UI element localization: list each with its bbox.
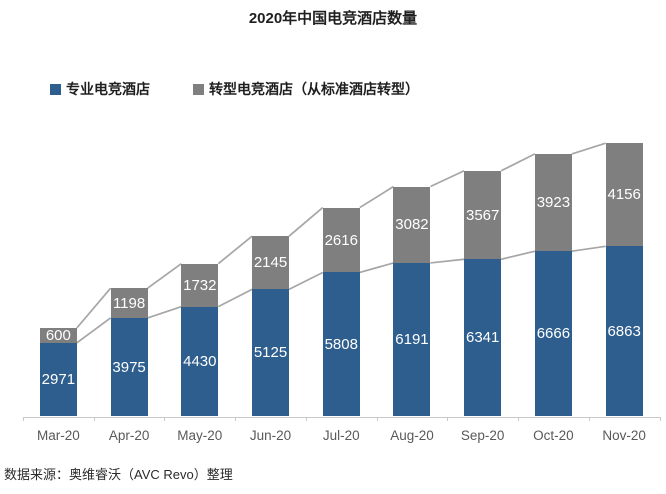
blue-series-line bbox=[500, 250, 536, 261]
data-label-converted: 3082 bbox=[395, 216, 429, 234]
x-axis-tick bbox=[659, 416, 661, 421]
data-label-converted: 2145 bbox=[253, 254, 288, 272]
total-series-line bbox=[571, 142, 606, 155]
data-label-converted: 4156 bbox=[607, 186, 641, 204]
bar-segment-converted: 3923 bbox=[534, 153, 572, 252]
data-label-professional: 3975 bbox=[112, 358, 146, 376]
total-series-line bbox=[430, 170, 465, 188]
legend-swatch-converted bbox=[193, 83, 204, 95]
bar-segment-professional: 6863 bbox=[605, 246, 643, 417]
total-series-line bbox=[217, 235, 253, 265]
bar-segment-converted: 3567 bbox=[464, 170, 502, 260]
bar-segment-professional: 6666 bbox=[534, 251, 572, 417]
bar-segment-converted: 3082 bbox=[393, 186, 431, 263]
blue-series-line bbox=[76, 317, 112, 344]
x-axis-tick bbox=[376, 416, 378, 421]
bar-segment-professional: 4430 bbox=[181, 306, 219, 417]
legend-item-converted: 转型电竞酒店（从标准酒店转型） bbox=[193, 81, 419, 97]
x-axis-tick bbox=[235, 416, 237, 421]
blue-series-line bbox=[430, 258, 465, 264]
chart-title: 2020年中国电竞酒店数量 bbox=[248, 10, 418, 27]
data-label-professional: 6863 bbox=[607, 322, 641, 340]
source-note: 数据来源：奥维睿沃（AVC Revo）整理 bbox=[4, 467, 233, 482]
x-axis-label: Aug-20 bbox=[390, 428, 434, 443]
total-series-line bbox=[288, 206, 324, 237]
blue-series-line bbox=[571, 245, 606, 253]
data-label-converted: 600 bbox=[45, 326, 71, 344]
bar-segment-professional: 6341 bbox=[464, 259, 502, 417]
x-axis-tick bbox=[23, 416, 24, 421]
total-series-line bbox=[359, 185, 394, 209]
x-axis-label: Nov-20 bbox=[602, 428, 646, 443]
x-axis-label: Mar-20 bbox=[36, 428, 80, 443]
data-label-professional: 6666 bbox=[536, 325, 571, 343]
x-axis-label: Apr-20 bbox=[108, 428, 150, 443]
data-label-professional: 2971 bbox=[41, 371, 76, 389]
legend-item-professional: 专业电竞酒店 bbox=[50, 81, 150, 97]
x-axis-tick bbox=[164, 416, 166, 421]
x-axis-tick bbox=[305, 416, 307, 421]
data-label-converted: 1198 bbox=[112, 294, 146, 312]
bar-segment-professional: 2971 bbox=[39, 342, 77, 417]
legend-label-converted: 转型电竞酒店（从标准酒店转型） bbox=[209, 81, 419, 97]
bar-segment-converted: 2616 bbox=[322, 207, 360, 273]
x-axis-label: Oct-20 bbox=[533, 428, 574, 443]
x-axis-label: Jul-20 bbox=[322, 428, 360, 443]
data-label-converted: 3567 bbox=[466, 206, 500, 224]
total-series-line bbox=[500, 153, 536, 172]
x-axis-tick bbox=[447, 416, 449, 421]
bar-segment-converted: 1732 bbox=[181, 263, 219, 307]
legend: 专业电竞酒店 转型电竞酒店（从标准酒店转型） bbox=[0, 81, 666, 97]
x-axis-label: Jun-20 bbox=[249, 428, 292, 443]
blue-series-line bbox=[359, 262, 394, 274]
x-axis bbox=[23, 416, 660, 418]
blue-series-line bbox=[147, 305, 182, 319]
data-label-converted: 1732 bbox=[183, 276, 217, 294]
legend-swatch-professional bbox=[50, 83, 61, 95]
data-label-converted: 3923 bbox=[536, 194, 571, 212]
data-label-converted: 2616 bbox=[324, 231, 358, 249]
data-label-professional: 5125 bbox=[253, 344, 288, 362]
data-label-professional: 6191 bbox=[395, 331, 429, 349]
x-axis-tick bbox=[518, 416, 520, 421]
total-series-line bbox=[76, 287, 112, 329]
data-label-professional: 6341 bbox=[466, 329, 500, 347]
data-label-professional: 4430 bbox=[183, 353, 217, 371]
bar-segment-converted: 4156 bbox=[605, 143, 643, 247]
bar-segment-converted: 2145 bbox=[252, 236, 290, 290]
data-label-professional: 5808 bbox=[324, 335, 358, 353]
x-axis-label: May-20 bbox=[177, 428, 223, 443]
x-axis-label: Sep-20 bbox=[460, 428, 505, 443]
x-axis-tick bbox=[588, 416, 590, 421]
bar-segment-professional: 6191 bbox=[393, 262, 431, 417]
bar-segment-professional: 5125 bbox=[252, 289, 290, 417]
legend-label-professional: 专业电竞酒店 bbox=[66, 81, 150, 97]
blue-series-line bbox=[217, 288, 253, 308]
bar-segment-converted: 1198 bbox=[110, 288, 148, 318]
bar-segment-professional: 5808 bbox=[322, 272, 360, 417]
bar-segment-converted: 600 bbox=[39, 326, 77, 344]
x-axis-tick bbox=[93, 416, 95, 421]
total-series-line bbox=[147, 262, 182, 289]
bar-segment-professional: 3975 bbox=[110, 317, 148, 417]
blue-series-line bbox=[288, 271, 324, 291]
